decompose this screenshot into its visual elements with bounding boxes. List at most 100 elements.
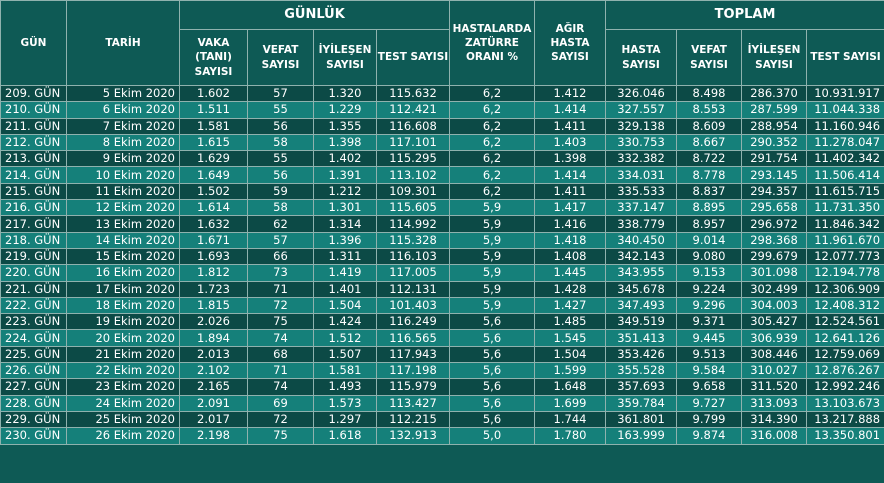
cell-total-tests: 12.408.312 bbox=[805, 296, 884, 315]
cell-daily-cases: 1.614 bbox=[179, 199, 248, 217]
cell-total-tests: 11.846.342 bbox=[805, 215, 884, 233]
cell-daily-cases: 2.091 bbox=[179, 394, 248, 412]
cell-total-recovered: 290.352 bbox=[741, 133, 807, 152]
cell-total-tests: 12.306.909 bbox=[805, 280, 884, 298]
cell-pneumonia-rate: 6,2 bbox=[449, 84, 535, 103]
cell-total-recovered: 305.427 bbox=[741, 313, 807, 331]
cell-daily-deaths: 74 bbox=[247, 329, 314, 347]
cell-daily-tests: 113.427 bbox=[376, 394, 450, 412]
cell-daily-cases: 1.602 bbox=[179, 84, 248, 103]
cell-daily-recovered: 1.402 bbox=[313, 150, 377, 168]
cell-total-deaths: 9.874 bbox=[676, 427, 742, 445]
cell-total-patients: 334.031 bbox=[605, 166, 677, 184]
cell-total-patients: 355.528 bbox=[605, 362, 677, 380]
cell-severe-patients: 1.414 bbox=[534, 101, 606, 119]
cell-daily-tests: 112.421 bbox=[376, 101, 450, 119]
cell-total-tests: 11.615.715 bbox=[805, 182, 884, 201]
cell-severe-patients: 1.412 bbox=[534, 84, 606, 103]
cell-daily-tests: 117.101 bbox=[376, 133, 450, 152]
cell-pneumonia-rate: 6,2 bbox=[449, 150, 535, 168]
cell-severe-patients: 1.485 bbox=[534, 313, 606, 331]
cell-daily-recovered: 1.424 bbox=[313, 313, 377, 331]
cell-daily-deaths: 55 bbox=[247, 101, 314, 119]
table-row: 226. GÜN 22 Ekim 2020 2.102 71 1.581 117.198 5… bbox=[0, 362, 884, 380]
cell-daily-recovered: 1.401 bbox=[313, 280, 377, 298]
cell-total-recovered: 301.098 bbox=[741, 264, 807, 282]
cell-severe-patients: 1.428 bbox=[534, 280, 606, 298]
cell-pneumonia-rate: 6,2 bbox=[449, 101, 535, 119]
cell-daily-deaths: 74 bbox=[247, 378, 314, 396]
cell-total-patients: 347.493 bbox=[605, 296, 677, 315]
cell-date: 21 Ekim 2020 bbox=[66, 345, 180, 364]
cell-severe-patients: 1.427 bbox=[534, 296, 606, 315]
cell-total-tests: 11.402.342 bbox=[805, 150, 884, 168]
table-body: 209. GÜN 5 Ekim 2020 1.602 57 1.320 115.632 6,… bbox=[0, 84, 884, 445]
cell-pneumonia-rate: 6,2 bbox=[449, 133, 535, 152]
cell-total-patients: 163.999 bbox=[605, 427, 677, 445]
cell-total-deaths: 8.722 bbox=[676, 150, 742, 168]
cell-total-deaths: 9.727 bbox=[676, 394, 742, 412]
cell-severe-patients: 1.417 bbox=[534, 199, 606, 217]
cell-pneumonia-rate: 5,9 bbox=[449, 215, 535, 233]
cell-pneumonia-rate: 5,6 bbox=[449, 394, 535, 412]
cell-day: 214. GÜN bbox=[0, 166, 67, 184]
cell-total-patients: 353.426 bbox=[605, 345, 677, 364]
cell-date: 25 Ekim 2020 bbox=[66, 410, 180, 429]
cell-severe-patients: 1.545 bbox=[534, 329, 606, 347]
cell-total-deaths: 8.778 bbox=[676, 166, 742, 184]
cell-daily-recovered: 1.311 bbox=[313, 247, 377, 266]
table-row: 215. GÜN 11 Ekim 2020 1.502 59 1.212 109.301 6… bbox=[0, 182, 884, 201]
cell-daily-recovered: 1.493 bbox=[313, 378, 377, 396]
cell-total-deaths: 8.609 bbox=[676, 117, 742, 135]
cell-pneumonia-rate: 5,6 bbox=[449, 362, 535, 380]
header-pneumonia-rate: HASTALARDA ZATÜRRE ORANI % bbox=[449, 0, 535, 86]
cell-day: 213. GÜN bbox=[0, 150, 67, 168]
cell-daily-deaths: 66 bbox=[247, 247, 314, 266]
cell-daily-deaths: 69 bbox=[247, 394, 314, 412]
cell-date: 26 Ekim 2020 bbox=[66, 427, 180, 445]
cell-total-recovered: 286.370 bbox=[741, 84, 807, 103]
cell-daily-deaths: 68 bbox=[247, 345, 314, 364]
cell-date: 12 Ekim 2020 bbox=[66, 199, 180, 217]
cell-daily-cases: 1.812 bbox=[179, 264, 248, 282]
cell-total-deaths: 9.658 bbox=[676, 378, 742, 396]
cell-total-recovered: 304.003 bbox=[741, 296, 807, 315]
cell-total-recovered: 308.446 bbox=[741, 345, 807, 364]
cell-total-patients: 327.557 bbox=[605, 101, 677, 119]
cell-severe-patients: 1.411 bbox=[534, 117, 606, 135]
table-row: 220. GÜN 16 Ekim 2020 1.812 73 1.419 117.005 5… bbox=[0, 264, 884, 282]
cell-daily-cases: 2.026 bbox=[179, 313, 248, 331]
cell-date: 19 Ekim 2020 bbox=[66, 313, 180, 331]
cell-pneumonia-rate: 5,9 bbox=[449, 247, 535, 266]
cell-daily-recovered: 1.512 bbox=[313, 329, 377, 347]
cell-day: 221. GÜN bbox=[0, 280, 67, 298]
cell-daily-cases: 2.013 bbox=[179, 345, 248, 364]
cell-total-tests: 11.961.670 bbox=[805, 231, 884, 249]
cell-total-patients: 349.519 bbox=[605, 313, 677, 331]
cell-day: 229. GÜN bbox=[0, 410, 67, 429]
cell-total-deaths: 9.296 bbox=[676, 296, 742, 315]
cell-pneumonia-rate: 5,6 bbox=[449, 329, 535, 347]
cell-daily-tests: 117.198 bbox=[376, 362, 450, 380]
cell-date: 23 Ekim 2020 bbox=[66, 378, 180, 396]
cell-daily-recovered: 1.314 bbox=[313, 215, 377, 233]
cell-total-deaths: 9.224 bbox=[676, 280, 742, 298]
table-row: 216. GÜN 12 Ekim 2020 1.614 58 1.301 115.605 5… bbox=[0, 199, 884, 217]
cell-date: 20 Ekim 2020 bbox=[66, 329, 180, 347]
cell-total-patients: 359.784 bbox=[605, 394, 677, 412]
covid-stats-table: GÜN TARİH GÜNLÜK HASTALARDA ZATÜRRE ORAN… bbox=[0, 0, 884, 445]
cell-daily-cases: 1.581 bbox=[179, 117, 248, 135]
cell-severe-patients: 1.744 bbox=[534, 410, 606, 429]
cell-total-tests: 12.194.778 bbox=[805, 264, 884, 282]
cell-daily-deaths: 58 bbox=[247, 199, 314, 217]
cell-total-deaths: 8.667 bbox=[676, 133, 742, 152]
cell-total-recovered: 295.658 bbox=[741, 199, 807, 217]
cell-pneumonia-rate: 5,6 bbox=[449, 313, 535, 331]
cell-daily-deaths: 57 bbox=[247, 84, 314, 103]
header-severe-patients: AĞIR HASTA SAYISI bbox=[534, 0, 606, 86]
cell-daily-deaths: 56 bbox=[247, 117, 314, 135]
cell-pneumonia-rate: 6,2 bbox=[449, 182, 535, 201]
cell-daily-tests: 113.102 bbox=[376, 166, 450, 184]
cell-total-deaths: 8.498 bbox=[676, 84, 742, 103]
cell-total-deaths: 9.014 bbox=[676, 231, 742, 249]
